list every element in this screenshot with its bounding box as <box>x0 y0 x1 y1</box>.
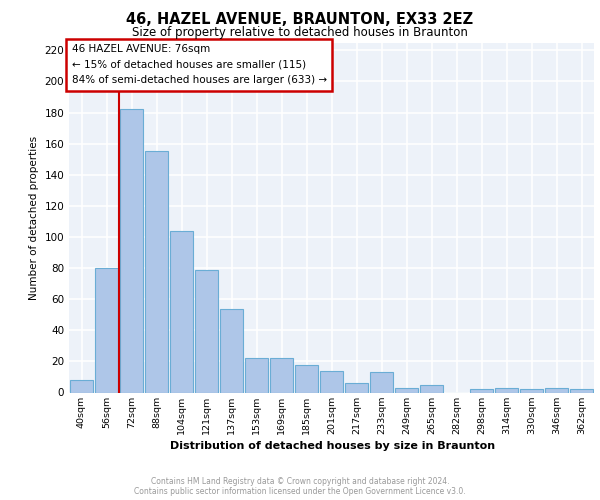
Bar <box>495 388 518 392</box>
Bar <box>520 390 543 392</box>
Bar <box>245 358 268 392</box>
Bar <box>345 383 368 392</box>
Bar <box>545 388 568 392</box>
Bar <box>120 110 143 393</box>
Bar <box>95 268 118 392</box>
Bar <box>195 270 218 392</box>
Bar <box>170 230 193 392</box>
Bar <box>70 380 93 392</box>
Text: 46, HAZEL AVENUE, BRAUNTON, EX33 2EZ: 46, HAZEL AVENUE, BRAUNTON, EX33 2EZ <box>127 12 473 28</box>
Bar <box>295 364 318 392</box>
Bar <box>370 372 393 392</box>
Text: Distribution of detached houses by size in Braunton: Distribution of detached houses by size … <box>170 441 496 451</box>
Bar <box>470 390 493 392</box>
Bar <box>395 388 418 392</box>
Bar <box>420 384 443 392</box>
Y-axis label: Number of detached properties: Number of detached properties <box>29 136 39 300</box>
Bar <box>220 308 243 392</box>
Bar <box>320 370 343 392</box>
Text: 46 HAZEL AVENUE: 76sqm
← 15% of detached houses are smaller (115)
84% of semi-de: 46 HAZEL AVENUE: 76sqm ← 15% of detached… <box>71 44 327 86</box>
Text: Contains HM Land Registry data © Crown copyright and database right 2024.
Contai: Contains HM Land Registry data © Crown c… <box>134 476 466 496</box>
Bar <box>270 358 293 392</box>
Bar <box>145 152 168 392</box>
Bar <box>570 390 593 392</box>
Text: Size of property relative to detached houses in Braunton: Size of property relative to detached ho… <box>132 26 468 39</box>
